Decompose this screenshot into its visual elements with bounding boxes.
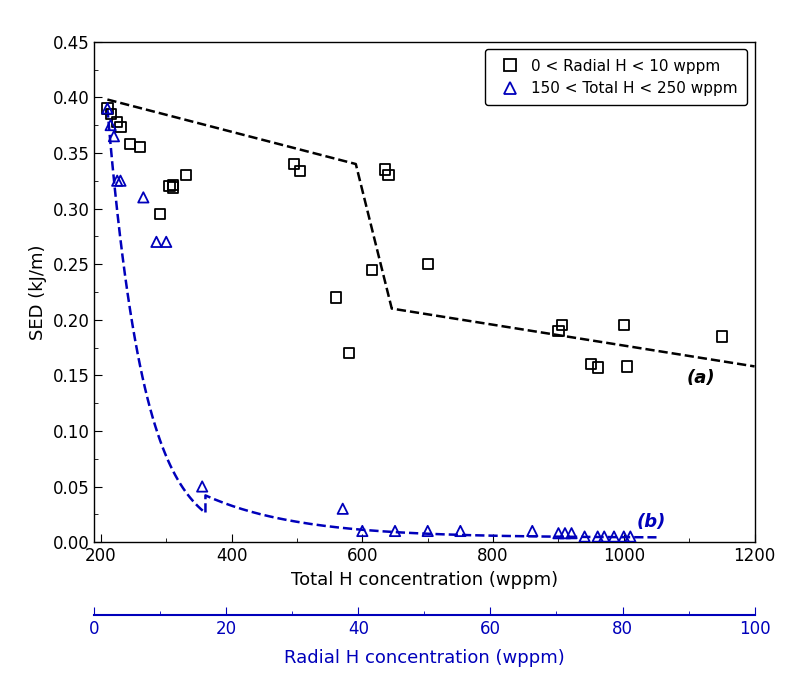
- Point: [379, 164, 391, 175]
- Point: [389, 525, 402, 537]
- Point: [101, 103, 114, 114]
- Point: [105, 120, 117, 131]
- Point: [137, 192, 149, 203]
- Point: [160, 236, 172, 247]
- Point: [124, 138, 137, 149]
- Point: [715, 331, 728, 342]
- Legend: 0 < Radial H < 10 wppm, 150 < Total H < 250 wppm: 0 < Radial H < 10 wppm, 150 < Total H < …: [485, 49, 747, 106]
- Point: [552, 528, 564, 539]
- X-axis label: Total H concentration (wppm): Total H concentration (wppm): [291, 571, 558, 589]
- Point: [330, 292, 343, 303]
- Point: [294, 165, 307, 177]
- Point: [167, 182, 179, 193]
- Point: [382, 170, 395, 181]
- Text: (a): (a): [687, 368, 715, 386]
- Point: [134, 142, 146, 153]
- Point: [365, 264, 378, 275]
- Point: [526, 525, 538, 537]
- Point: [196, 481, 208, 492]
- Point: [591, 362, 604, 373]
- X-axis label: Radial H concentration (wppm): Radial H concentration (wppm): [284, 649, 565, 667]
- Point: [167, 179, 179, 190]
- Y-axis label: SED (kJ/m): SED (kJ/m): [29, 244, 47, 340]
- Point: [591, 531, 604, 542]
- Point: [565, 528, 578, 539]
- Point: [624, 531, 637, 542]
- Point: [454, 525, 467, 537]
- Point: [421, 525, 434, 537]
- Point: [111, 175, 123, 186]
- Point: [179, 170, 192, 181]
- Point: [608, 531, 620, 542]
- Point: [114, 122, 127, 133]
- Text: (b): (b): [637, 513, 667, 531]
- Point: [559, 528, 571, 539]
- Point: [114, 175, 127, 186]
- Point: [618, 320, 630, 331]
- Point: [336, 503, 349, 514]
- Point: [163, 181, 176, 192]
- Point: [621, 361, 634, 372]
- Point: [153, 208, 166, 220]
- Point: [556, 320, 568, 331]
- Point: [598, 531, 611, 542]
- Point: [578, 531, 591, 542]
- Point: [108, 131, 120, 142]
- Point: [356, 525, 369, 537]
- Point: [150, 236, 163, 247]
- Point: [618, 531, 630, 542]
- Point: [111, 116, 123, 127]
- Point: [101, 103, 114, 114]
- Point: [552, 325, 564, 336]
- Point: [421, 259, 434, 270]
- Point: [105, 108, 117, 120]
- Point: [585, 359, 597, 370]
- Point: [343, 348, 355, 359]
- Point: [288, 158, 300, 170]
